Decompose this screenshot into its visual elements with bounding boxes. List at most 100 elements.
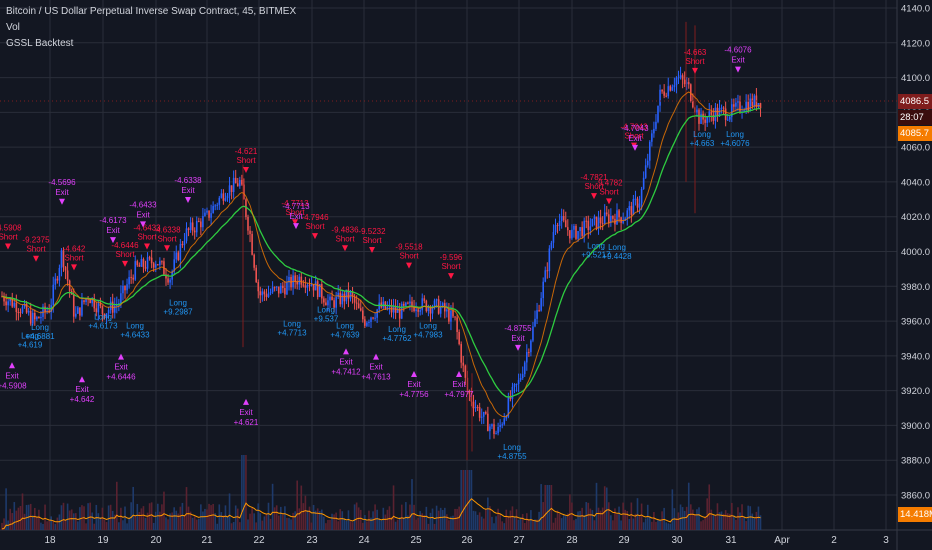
candle-body <box>376 309 378 318</box>
volume-bar <box>298 508 301 530</box>
candle-body <box>13 302 16 307</box>
candle-body <box>718 108 721 117</box>
exit-up-arrow-icon <box>118 353 124 360</box>
candle-body <box>638 203 641 208</box>
volume-bar <box>72 513 75 530</box>
symbol-title[interactable]: Bitcoin / US Dollar Perpetual Inverse Sw… <box>6 6 297 17</box>
short-arrow-icon <box>71 264 77 271</box>
candle-body <box>304 285 307 288</box>
last-price-tag: 4086.5 <box>898 94 932 109</box>
candle-body <box>372 317 374 319</box>
volume-bar <box>542 502 544 530</box>
volume-bar <box>93 523 96 530</box>
volume-bar <box>46 521 48 530</box>
candle-body <box>757 103 760 108</box>
volume-bar <box>386 509 389 530</box>
volume-bar <box>681 507 684 530</box>
long-signal-label: Long <box>21 332 39 341</box>
volume-bar <box>558 513 561 530</box>
volume-bar <box>587 502 590 530</box>
candle-body <box>234 177 237 184</box>
short-signal-label: Short <box>335 234 355 243</box>
volume-bar <box>669 523 672 530</box>
candle-body <box>644 165 647 178</box>
volume-bar <box>277 515 280 530</box>
volume-bar <box>327 519 329 530</box>
volume-bar <box>390 516 393 530</box>
volume-bar <box>234 505 237 530</box>
exit-down-arrow-icon <box>110 237 116 244</box>
volume-bar <box>52 520 55 530</box>
price-tick-label: 4000.0 <box>901 247 930 258</box>
short-arrow-icon <box>369 247 375 254</box>
volume-bar <box>573 520 575 530</box>
candle-body <box>567 227 569 231</box>
candle-body <box>704 119 706 123</box>
volume-bar <box>396 519 399 530</box>
volume-bar <box>333 514 335 530</box>
candle-body <box>212 206 214 214</box>
candle-body <box>280 285 282 294</box>
volume-bar <box>214 513 216 530</box>
candle-body <box>618 210 620 218</box>
volume-bar <box>193 516 196 530</box>
volume-bar <box>642 522 645 530</box>
volume-bar <box>595 482 598 530</box>
candle-body <box>628 206 631 211</box>
exit-down-arrow-icon <box>632 144 638 151</box>
volume-bar <box>706 498 708 530</box>
candle-body <box>677 77 680 79</box>
candle-body <box>499 425 501 428</box>
volume-bar <box>407 515 409 530</box>
candle-body <box>179 244 182 261</box>
candle-body <box>505 416 508 419</box>
candle-body <box>206 210 208 213</box>
candle-body <box>456 317 458 332</box>
volume-bar <box>280 506 282 530</box>
short-signal-label: Short <box>685 57 705 66</box>
candle-body <box>435 299 438 301</box>
candle-body <box>423 298 426 301</box>
volume-bar <box>556 510 559 530</box>
volume-bar <box>124 506 126 530</box>
volume-bar <box>11 513 14 530</box>
exit-signal-label: Exit <box>239 408 253 417</box>
long-signal-value: +4.7983 <box>413 330 443 339</box>
volume-bar <box>167 519 169 530</box>
volume-bar <box>267 502 270 530</box>
candle-body <box>583 220 585 237</box>
candle-body <box>470 393 473 402</box>
candle-body <box>472 401 475 409</box>
candle-body <box>31 312 34 324</box>
time-tick-label: 18 <box>44 535 56 546</box>
exit-signal-value: +4.6446 <box>106 373 136 382</box>
volume-bar <box>470 470 473 530</box>
volume-bar <box>667 523 670 530</box>
exit-up-arrow-icon <box>456 370 462 377</box>
volume-bar <box>646 504 649 530</box>
exit-signal-value: -4.8755 <box>504 324 532 333</box>
long-signal-label: Long <box>283 320 301 329</box>
candle-body <box>552 231 555 243</box>
volume-bar <box>70 509 73 530</box>
backtest-study-label[interactable]: GSSL Backtest <box>6 38 74 49</box>
volume-bar <box>136 503 139 530</box>
bar-countdown-tag: 28:07 <box>898 110 932 125</box>
volume-study-label[interactable]: Vol <box>6 22 20 33</box>
candle-body <box>659 89 661 106</box>
volume-bar <box>239 522 241 530</box>
long-signal-label: Long <box>726 130 744 139</box>
volume-bar <box>232 521 235 530</box>
exit-signal-label: Exit <box>136 210 150 219</box>
time-tick-label: 28 <box>566 535 578 546</box>
candle-body <box>489 426 491 432</box>
exit-up-arrow-icon <box>373 353 379 360</box>
candle-body <box>306 284 309 288</box>
candle-body <box>448 309 450 322</box>
candle-body <box>419 310 421 312</box>
volume-bar <box>441 509 444 530</box>
volume-bar <box>675 517 678 530</box>
volume-bar <box>99 517 102 530</box>
